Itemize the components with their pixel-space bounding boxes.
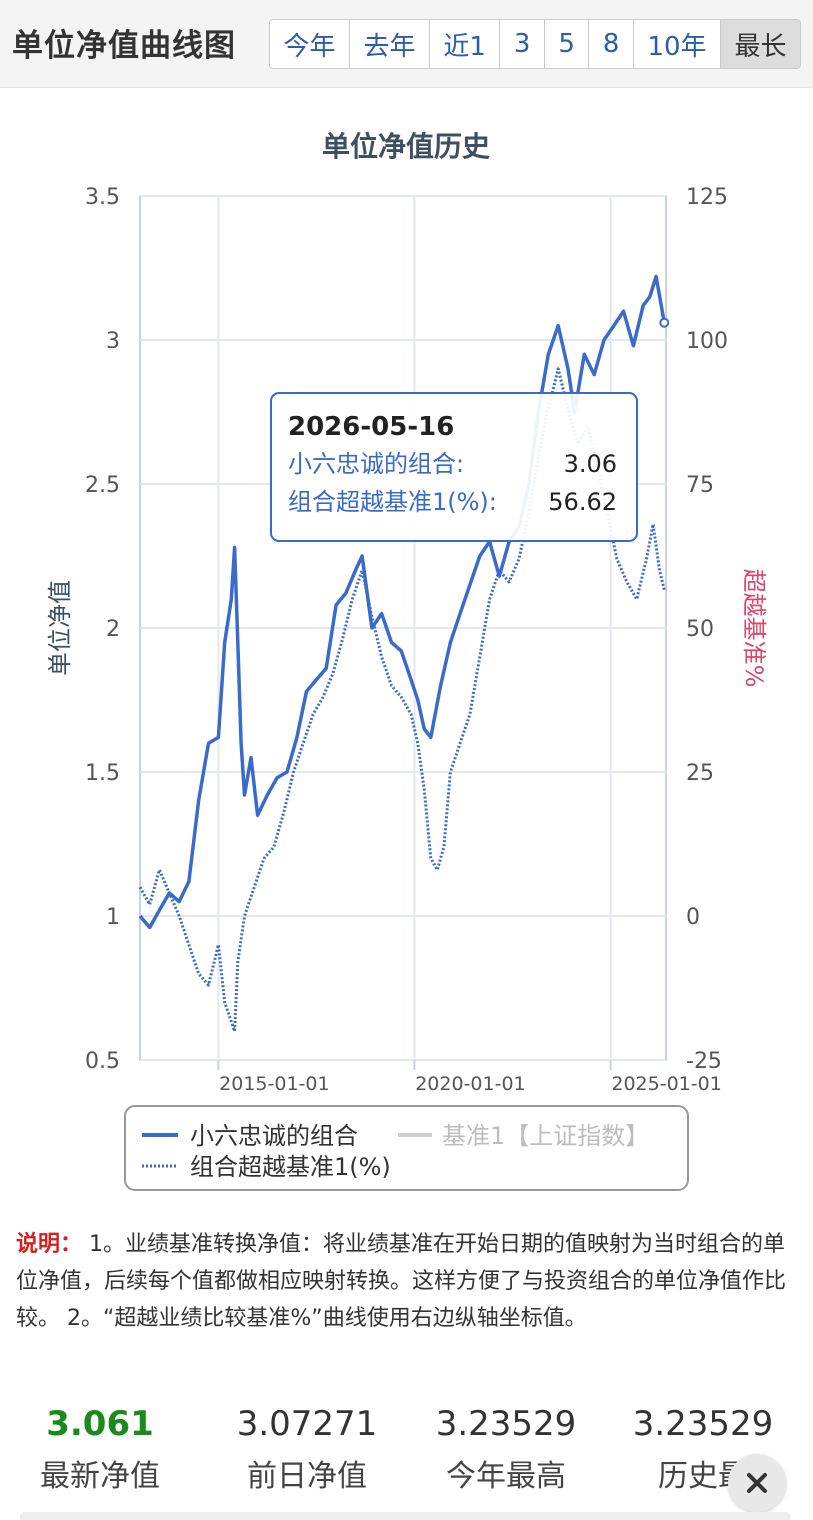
stat-label: 今年最高: [446, 1459, 566, 1494]
nav-chart: 单位净值历史 0.5 1 1.5 2 2.5 3 3.5 -25 0 25 50 75 100 125 20…: [46, 130, 768, 1191]
chart-title: 单位净值历史: [322, 130, 490, 163]
top-bar: 单位净值曲线图 今年 去年 近1 3 5 8 10年 最长: [0, 0, 813, 88]
y-tick-label-right: 0: [686, 905, 700, 930]
stat-value: 3.23529: [632, 1404, 774, 1444]
x-tick-label: 2015-01-01: [219, 1073, 329, 1095]
y-tick-label-right: 75: [686, 473, 714, 498]
stat-latest-nav: 3.061 最新净值: [10, 1398, 190, 1500]
tooltip-row-label: 组合超越基准1(%):: [288, 488, 497, 516]
y-tick-label-left: 0.5: [85, 1049, 120, 1074]
y-tick-label-right: 125: [686, 185, 728, 210]
y-tick-label-left: 3: [106, 329, 120, 354]
notes-label: 说明：: [16, 1232, 83, 1257]
stat-label: 前日净值: [247, 1459, 367, 1494]
y-axis-title-right: 超越基准%: [740, 569, 768, 688]
page-title: 单位净值曲线图: [12, 28, 236, 64]
legend-item-benchmark[interactable]: 基准1【上证指数】: [442, 1122, 649, 1150]
range-selector: 今年 去年 近1 3 5 8 10年 最长: [269, 19, 801, 69]
stat-value: 3.23529: [435, 1404, 577, 1444]
chart-area: 单位净值历史 0.5 1 1.5 2 2.5 3 3.5 -25 0 25 50 75 100 125 20…: [0, 88, 813, 1218]
range-button-ytd[interactable]: 今年: [270, 20, 350, 68]
legend-box: [124, 1105, 689, 1191]
x-tick-label: 2020-01-01: [415, 1073, 525, 1095]
y-tick-label-left: 3.5: [85, 185, 120, 210]
close-icon: [747, 1473, 767, 1493]
stat-value: 3.07271: [236, 1404, 378, 1444]
tooltip-row-value: 56.62: [548, 488, 617, 516]
range-button-5y[interactable]: 5: [545, 20, 590, 68]
close-button[interactable]: [728, 1454, 786, 1512]
range-button-max[interactable]: 最长: [720, 20, 800, 68]
y-tick-label-left: 2.5: [85, 473, 120, 498]
legend-item-portfolio[interactable]: 小六忠诚的组合: [190, 1122, 358, 1150]
bottom-strip: [20, 1512, 790, 1520]
y-tick-label-left: 1: [106, 905, 120, 930]
notes: 说明： 1。业绩基准转换净值：将业绩基准在开始日期的值映射为当时组合的单位净值，…: [16, 1226, 796, 1337]
y-tick-label-right: 50: [686, 617, 714, 642]
legend-item-excess[interactable]: 组合超越基准1(%): [190, 1153, 391, 1181]
x-tick-label: 2025-01-01: [611, 1073, 721, 1095]
y-tick-label-left: 1.5: [85, 761, 120, 786]
y-axis-title-left: 单位净值: [46, 580, 74, 676]
stats-row: 3.061 最新净值 3.07271 前日净值 3.23529 今年最高 3.2…: [10, 1398, 810, 1520]
y-tick-label-right: 100: [686, 329, 728, 354]
notes-text: 1。业绩基准转换净值：将业绩基准在开始日期的值映射为当时组合的单位净值，后续每个…: [16, 1232, 787, 1331]
range-button-3y[interactable]: 3: [500, 20, 545, 68]
tooltip-date: 2026-05-16: [288, 412, 454, 442]
tooltip-row-value: 3.06: [564, 450, 617, 478]
range-button-8y[interactable]: 8: [589, 20, 634, 68]
chart-legend: 小六忠诚的组合 基准1【上证指数】 组合超越基准1(%): [124, 1105, 689, 1191]
range-button-last-year[interactable]: 去年: [350, 20, 430, 68]
y-tick-label-right: 25: [686, 761, 714, 786]
stat-ytd-high: 3.23529 今年最高: [416, 1398, 596, 1500]
stat-value: 3.061: [46, 1404, 154, 1444]
y-tick-label-left: 2: [106, 617, 120, 642]
range-button-10y[interactable]: 10年: [634, 20, 721, 68]
hover-marker: [659, 317, 670, 328]
tooltip-box: [270, 392, 638, 542]
y-tick-label-right: -25: [686, 1049, 722, 1074]
chart-tooltip: 2026-05-16 小六忠诚的组合: 3.06 组合超越基准1(%): 56.…: [270, 392, 638, 542]
stat-prev-nav: 3.07271 前日净值: [217, 1398, 397, 1500]
range-button-1y[interactable]: 近1: [430, 20, 501, 68]
stat-label: 最新净值: [40, 1459, 160, 1494]
tooltip-row-label: 小六忠诚的组合:: [288, 450, 464, 478]
